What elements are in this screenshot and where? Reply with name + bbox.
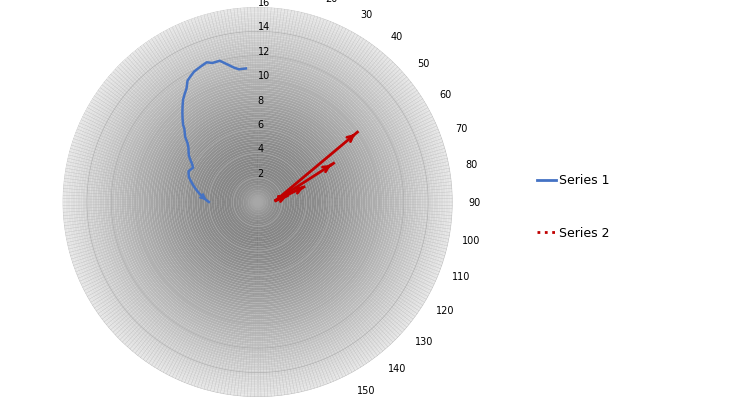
Text: 60: 60	[439, 89, 452, 99]
Text: 120: 120	[436, 306, 455, 316]
Text: 70: 70	[456, 124, 467, 134]
Text: 30: 30	[360, 10, 372, 20]
Text: 50: 50	[417, 59, 430, 69]
Text: 140: 140	[388, 363, 406, 373]
Text: 130: 130	[414, 336, 433, 346]
Text: 110: 110	[452, 271, 470, 282]
Text: 100: 100	[462, 235, 481, 245]
Text: 40: 40	[391, 32, 403, 42]
Text: Series 2: Series 2	[559, 226, 610, 239]
Text: Series 1: Series 1	[559, 174, 610, 187]
Text: 150: 150	[357, 385, 375, 395]
Text: 80: 80	[465, 160, 478, 170]
Text: 20: 20	[325, 0, 338, 4]
Text: 90: 90	[468, 198, 481, 207]
